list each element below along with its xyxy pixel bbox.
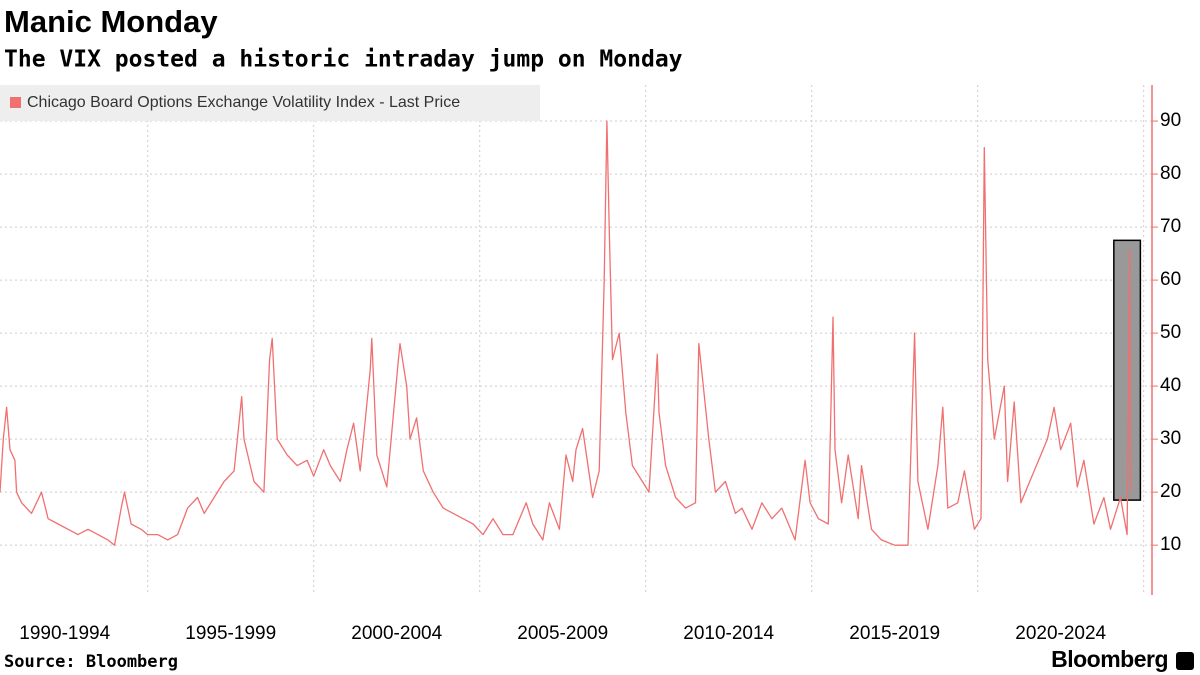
- logo: Bloomberg: [1051, 646, 1168, 672]
- y-tick-label: 70: [1160, 216, 1181, 237]
- x-tick-label: 2020-2024: [1015, 623, 1106, 644]
- y-tick-label: 90: [1160, 110, 1181, 131]
- line: [0, 120, 1132, 546]
- x-tick-label: 2000-2004: [351, 623, 442, 644]
- chart-subtitle: The VIX posted a historic intraday jump …: [4, 47, 683, 73]
- x-tick-label: 2005-2009: [517, 623, 608, 644]
- y-tick-label: 10: [1160, 534, 1181, 555]
- legend-box: [0, 85, 540, 121]
- x-tick-label: 1995-1999: [185, 623, 276, 644]
- y-tick-label: 60: [1160, 269, 1181, 290]
- highlight-box: [1113, 239, 1142, 501]
- x-tick-label: 2015-2019: [849, 623, 940, 644]
- y-tick-label: 40: [1160, 375, 1181, 396]
- x-tick-label: 1990-1994: [19, 623, 110, 644]
- y-tick-label: 50: [1160, 322, 1181, 343]
- source: Source: Bloomberg: [4, 652, 178, 672]
- y-tick-label: 20: [1160, 481, 1181, 502]
- chart-title: Manic Monday: [4, 4, 218, 39]
- logo-icon: [1176, 652, 1194, 670]
- legend-swatch: [10, 97, 21, 108]
- y-tick-label: 30: [1160, 428, 1181, 449]
- y-tick-label: 80: [1160, 163, 1181, 184]
- x-tick-label: 2010-2014: [683, 623, 774, 644]
- legend-label: Chicago Board Options Exchange Volatilit…: [27, 94, 460, 111]
